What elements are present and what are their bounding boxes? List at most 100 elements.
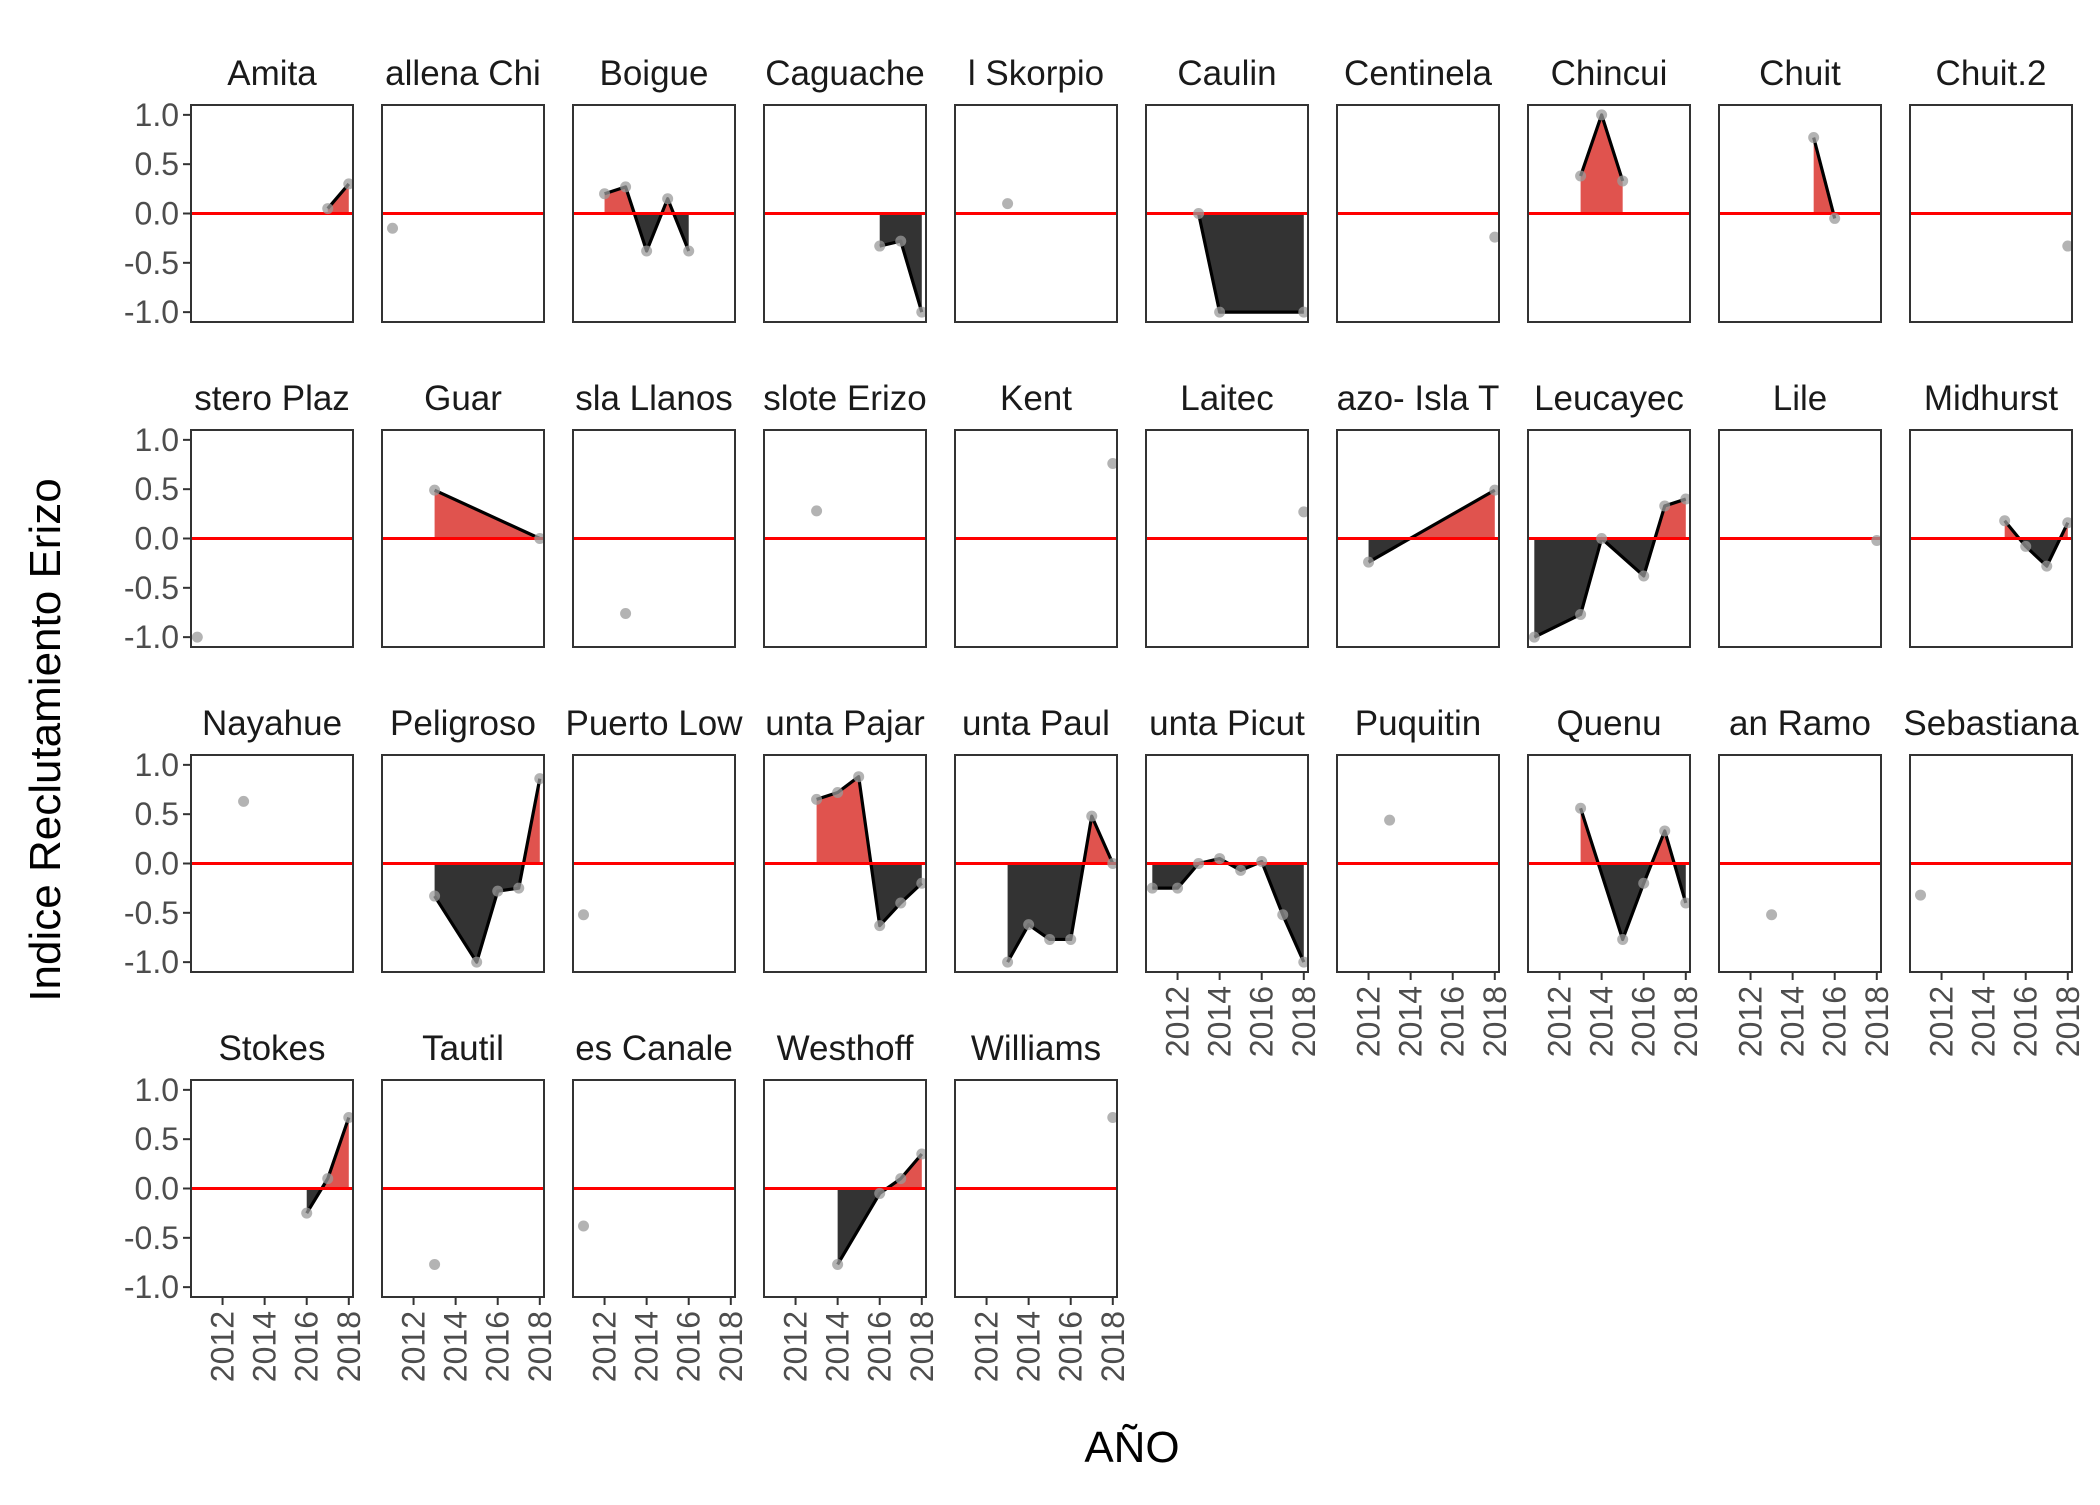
data-point <box>1617 933 1629 945</box>
x-tick-label: 2018 <box>904 1311 940 1382</box>
x-tick-label: 2018 <box>2050 986 2086 1057</box>
panel: Puquitin 2012 2014 2016 2018 <box>1336 704 1513 1057</box>
x-tick-label: 2014 <box>1011 1311 1047 1382</box>
panel-plot <box>1719 132 1881 224</box>
data-point <box>811 793 823 805</box>
data-point <box>578 909 590 921</box>
data-point <box>343 178 353 190</box>
y-tick-label: 0.0 <box>135 846 179 882</box>
x-tick-label: 2012 <box>1351 986 1387 1057</box>
negative-area-group <box>2004 538 2068 567</box>
negative-area <box>879 213 922 313</box>
panel-title: azo- Isla T <box>1337 379 1500 418</box>
panel-plot <box>955 810 1117 968</box>
x-tick-label: 2016 <box>2008 986 2044 1057</box>
negative-area-group <box>1534 538 1686 638</box>
data-point <box>1298 306 1308 318</box>
panel-border <box>954 1079 1118 1298</box>
data-point <box>1023 919 1035 931</box>
x-tick-label: 2012 <box>969 1311 1005 1382</box>
panel-title: stero Plaz <box>194 379 350 418</box>
panel-title: l Skorpio <box>968 54 1104 93</box>
positive-area <box>1580 114 1623 214</box>
positive-area <box>1534 499 1686 539</box>
panel-plot <box>1337 484 1499 568</box>
panel: azo- Isla T <box>1336 379 1500 648</box>
panel-title: unta Pajar <box>765 704 925 743</box>
y-tick-label: -1.0 <box>124 619 179 655</box>
data-point <box>662 193 674 205</box>
positive-area <box>306 1117 349 1189</box>
data-point <box>874 1187 886 1199</box>
series-line <box>2003 519 2070 568</box>
panel-border <box>1145 429 1309 648</box>
x-tick-label: 2016 <box>1244 986 1280 1057</box>
panel-plot <box>573 537 735 619</box>
positive-area <box>1368 490 1495 539</box>
data-point <box>1256 856 1268 868</box>
data-point <box>343 1111 353 1123</box>
data-point <box>1575 170 1587 182</box>
panel: slote Erizo <box>763 379 927 648</box>
data-point <box>429 890 441 902</box>
data-point <box>1829 212 1841 224</box>
series-line <box>433 488 541 540</box>
panel-border <box>954 104 1118 323</box>
panel: Chincui <box>1527 54 1691 323</box>
x-tick-label: 2018 <box>1859 986 1895 1057</box>
panel-title: Leucayec <box>1534 379 1684 418</box>
negative-area-group <box>1580 863 1686 940</box>
panel: Guar <box>381 379 545 648</box>
negative-area-group <box>1152 863 1304 963</box>
data-point <box>1575 608 1587 620</box>
data-point <box>471 956 483 968</box>
panel-border <box>572 104 736 323</box>
negative-area <box>2004 538 2068 567</box>
data-point <box>534 533 544 544</box>
data-point <box>1638 877 1650 889</box>
y-axis-title: Indice Reclutamiento Erizo <box>21 478 70 1001</box>
data-point <box>874 920 886 932</box>
data-point <box>874 240 886 252</box>
panel: Sebastiana 2012 2014 2016 2018 <box>1903 704 2085 1057</box>
negative-area-group <box>1007 863 1113 963</box>
data-point <box>2062 240 2072 252</box>
positive-area-group <box>1580 114 1623 214</box>
data-point <box>1766 909 1778 921</box>
x-tick-label: 2012 <box>205 1311 241 1382</box>
panel-title: unta Picut <box>1149 704 1305 743</box>
panel-border <box>1909 104 2073 323</box>
x-tick-label: 2014 <box>438 1311 474 1382</box>
data-point <box>1596 533 1608 544</box>
panel-border <box>1718 429 1882 648</box>
positive-area-group <box>434 778 540 864</box>
data-point <box>1659 825 1671 837</box>
panel-plot <box>1146 208 1308 318</box>
panel-plot <box>1719 862 1881 921</box>
data-point <box>301 1207 313 1219</box>
x-tick-label: 2012 <box>1924 986 1960 1057</box>
data-point <box>1298 956 1308 968</box>
panel: Leucayec <box>1527 379 1691 648</box>
x-axis-title: AÑO <box>1084 1422 1179 1472</box>
panel-title: Nayahue <box>202 704 342 743</box>
positive-area-group <box>306 1117 349 1189</box>
panel: Chuit.2 <box>1909 54 2073 323</box>
negative-area <box>1198 213 1304 313</box>
panel-title: Guar <box>424 379 502 418</box>
data-point <box>322 1173 334 1185</box>
panel-title: Laitec <box>1180 379 1273 418</box>
panel-title: Williams <box>971 1029 1101 1068</box>
data-point <box>1065 933 1077 945</box>
panel-title: Caulin <box>1177 54 1276 93</box>
panel-title: Lile <box>1773 379 1827 418</box>
panel-plot <box>1528 493 1690 643</box>
x-tick-label: 2012 <box>778 1311 814 1382</box>
panel-border <box>1527 429 1691 648</box>
positive-area <box>434 778 540 864</box>
data-point <box>1172 882 1184 894</box>
positive-area <box>1813 137 1835 214</box>
data-point <box>2020 540 2032 552</box>
negative-area-group <box>816 863 922 926</box>
x-tick-label: 2014 <box>629 1311 665 1382</box>
